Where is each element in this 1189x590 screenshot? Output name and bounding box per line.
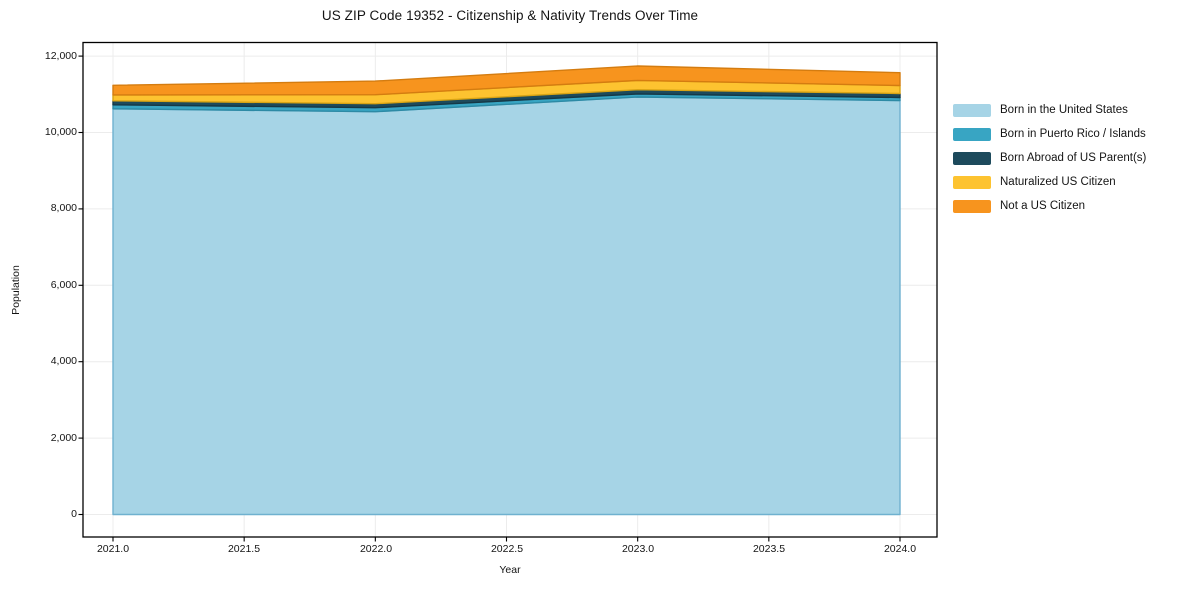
legend-label: Born in the United States [1000, 104, 1128, 116]
plot-border [82, 41, 938, 538]
legend-item: Born in the United States [953, 98, 1146, 122]
legend-label: Naturalized US Citizen [1000, 176, 1116, 188]
y-tick-label: 12,000 [44, 50, 77, 62]
legend-item: Not a US Citizen [953, 194, 1146, 218]
legend-label: Not a US Citizen [1000, 200, 1086, 212]
legend-item: Born in Puerto Rico / Islands [953, 122, 1146, 146]
y-tick-label: 4,000 [50, 355, 77, 367]
x-tick-label: 2023.0 [621, 543, 655, 555]
legend-swatch [953, 103, 991, 117]
x-axis-label: Year [499, 564, 521, 576]
chart-title: US ZIP Code 19352 - Citizenship & Nativi… [321, 8, 699, 23]
legend-item: Born Abroad of US Parent(s) [953, 146, 1146, 170]
legend-label: Born Abroad of US Parent(s) [1000, 152, 1147, 164]
area-series [112, 65, 901, 96]
legend: Born in the United States Born in Puerto… [953, 98, 1146, 218]
x-tick-label: 2021.5 [227, 543, 261, 555]
y-tick-label: 6,000 [50, 279, 77, 291]
legend-swatch [953, 127, 991, 141]
legend-label: Born in Puerto Rico / Islands [1000, 128, 1146, 140]
area-series [112, 96, 901, 516]
x-tick-label: 2023.5 [752, 543, 786, 555]
x-tick-label: 2024.0 [883, 543, 917, 555]
y-axis-label: Population [10, 265, 22, 315]
legend-swatch [953, 175, 991, 189]
legend-swatch [953, 199, 991, 213]
x-tick-label: 2021.0 [96, 543, 130, 555]
legend-item: Naturalized US Citizen [953, 170, 1146, 194]
y-tick-label: 8,000 [50, 202, 77, 214]
y-tick-label: 2,000 [50, 432, 77, 444]
x-tick-label: 2022.0 [359, 543, 393, 555]
y-tick-label: 10,000 [44, 126, 77, 138]
legend-swatch [953, 151, 991, 165]
x-tick-label: 2022.5 [490, 543, 524, 555]
y-tick-label: 0 [71, 508, 77, 520]
